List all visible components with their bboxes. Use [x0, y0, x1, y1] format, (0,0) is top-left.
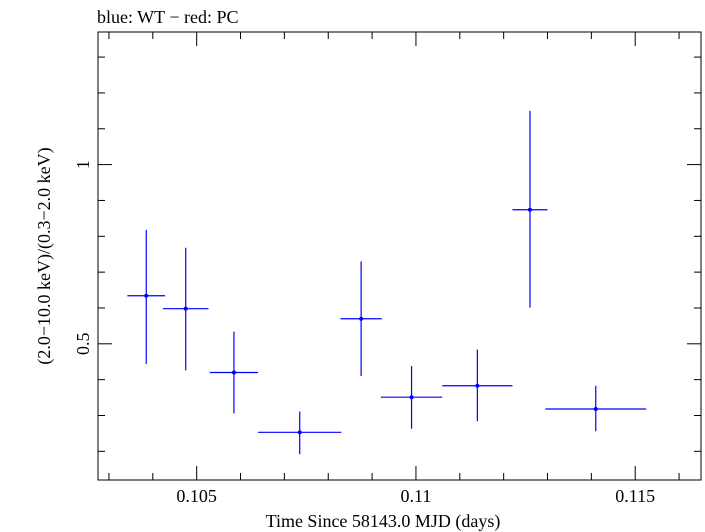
data-point — [545, 385, 647, 432]
point-marker — [527, 207, 532, 212]
data-point — [340, 261, 382, 377]
data-point — [162, 247, 209, 371]
y-axis-label: (2.0−10.0 keV)/(0.3−2.0 keV) — [34, 147, 55, 364]
point-marker — [593, 407, 598, 412]
chart-title: blue: WT − red: PC — [97, 7, 238, 27]
x-tick-label: 0.105 — [176, 486, 217, 506]
x-tick-label: 0.11 — [401, 486, 432, 506]
data-point — [380, 366, 443, 429]
data-point — [512, 110, 548, 308]
y-tick-label: 1 — [73, 160, 93, 169]
data-points — [127, 110, 647, 455]
point-marker — [409, 395, 414, 400]
point-marker — [183, 306, 188, 311]
point-marker — [297, 430, 302, 435]
point-marker — [475, 383, 480, 388]
x-axis-label: Time Since 58143.0 MJD (days) — [266, 511, 501, 532]
axis-ticks — [98, 32, 701, 480]
y-tick-label: 0.5 — [73, 333, 93, 356]
data-point — [442, 349, 513, 422]
x-tick-label: 0.115 — [615, 486, 655, 506]
tick-labels: 0.105 0.11 0.115 0.5 1 — [73, 160, 655, 506]
data-point — [258, 411, 342, 455]
point-marker — [359, 316, 364, 321]
point-marker — [231, 370, 236, 375]
point-marker — [144, 293, 149, 298]
data-point — [209, 331, 259, 414]
data-point — [127, 229, 166, 364]
plot-frame — [97, 31, 702, 481]
